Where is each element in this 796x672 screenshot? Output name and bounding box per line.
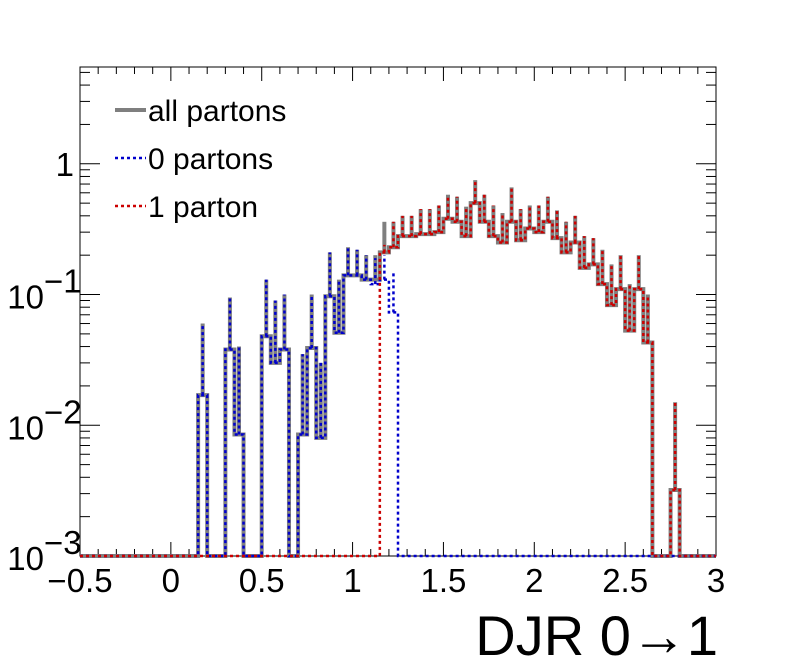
y-tick-label-exponent: −1 (44, 263, 82, 300)
x-tick-labels: −0.5 0 0.5 1 1.5 2 2.5 3 (47, 562, 725, 599)
legend: all partons 0 partons 1 parton (115, 95, 286, 224)
x-tick-label: 2 (525, 562, 543, 599)
x-tick-label: 1.5 (420, 562, 466, 599)
y-tick-label: 1 (56, 146, 74, 183)
y-tick-label: 10 −1 (7, 263, 81, 316)
y-tick-label-exponent: −2 (44, 393, 82, 430)
y-tick-label-exponent: −3 (44, 524, 82, 561)
histogram-line-1-parton (80, 201, 716, 558)
y-tick-labels: 10 −310 −210 −11 (7, 146, 81, 577)
y-tick-label-base: 10 (7, 409, 44, 446)
x-tick-label: 2.5 (602, 562, 648, 599)
x-tick-label: 1 (343, 562, 361, 599)
y-tick-label-base: 1 (56, 146, 74, 183)
x-axis-title: DJR 0→1 (475, 604, 718, 667)
x-tick-label: 3 (707, 562, 725, 599)
legend-label: all partons (148, 95, 286, 128)
x-tick-label: 0 (162, 562, 180, 599)
legend-label: 1 parton (148, 191, 258, 224)
y-tick-label-base: 10 (7, 540, 44, 577)
y-tick-label: 10 −2 (7, 393, 81, 446)
histogram-line-0-partons (80, 274, 716, 558)
series-0-partons (80, 247, 716, 558)
legend-label: 0 partons (148, 143, 273, 176)
x-tick-label: 0.5 (239, 562, 285, 599)
y-tick-label: 10 −3 (7, 524, 81, 577)
series-layer (80, 180, 716, 558)
x-tick-label: −0.5 (47, 562, 112, 599)
y-tick-label-base: 10 (7, 279, 44, 316)
series-1-parton (80, 180, 716, 558)
